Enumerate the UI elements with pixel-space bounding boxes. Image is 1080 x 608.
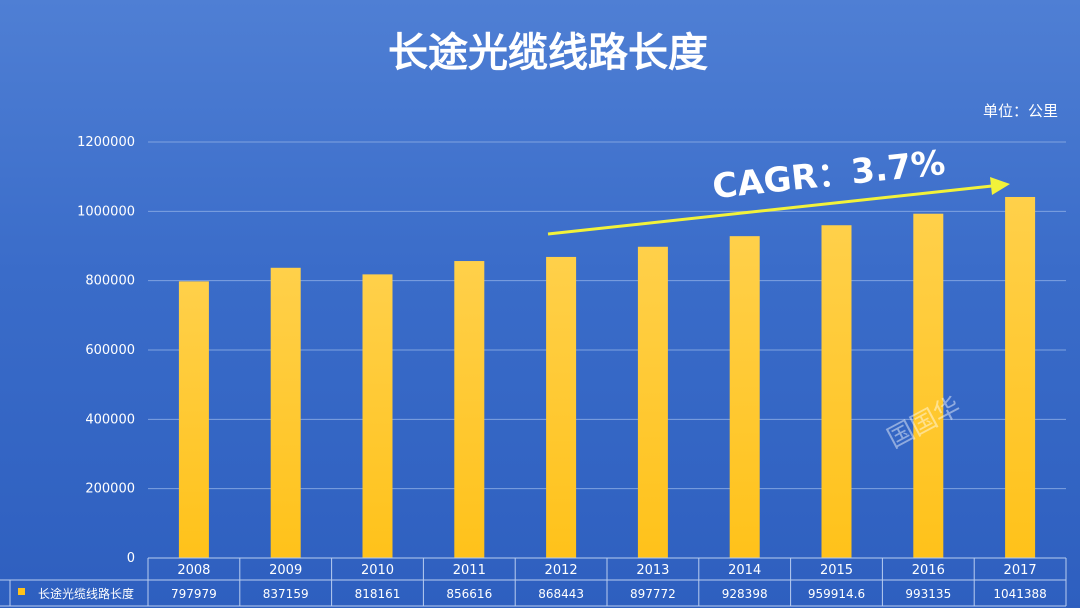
y-axis-ticks: 0 200000 400000 600000 800000 1000000 1200000: [77, 135, 135, 566]
category-label: 2017: [1004, 563, 1037, 578]
cagr-arrow-head: [990, 177, 1010, 195]
bar-2010: [362, 274, 393, 558]
table-value: 837159: [263, 587, 309, 601]
table-value: 797979: [171, 587, 217, 601]
category-label: 2013: [636, 563, 669, 578]
bar-2017: [1005, 196, 1036, 559]
table-value: 959914.6: [808, 587, 865, 601]
y-tick-label: 400000: [85, 412, 135, 427]
bar-2008: [178, 281, 209, 558]
table-value: 928398: [722, 587, 768, 601]
y-tick-label: 1200000: [77, 135, 135, 150]
cagr-arrow: [547, 177, 1010, 236]
category-label: 2008: [177, 563, 210, 578]
gridlines: [148, 141, 1066, 559]
bar-2009: [270, 267, 301, 558]
bar-2015: [821, 225, 852, 558]
y-tick-label: 600000: [85, 343, 135, 358]
table-value: 993135: [905, 587, 951, 601]
table-value: 1041388: [993, 587, 1046, 601]
category-label: 2014: [728, 563, 761, 578]
table-value: 818161: [355, 587, 401, 601]
legend-label: 长途光缆线路长度: [38, 586, 134, 601]
cagr-annotation: CAGR：3.7%: [711, 143, 948, 207]
y-tick-label: 200000: [85, 482, 135, 497]
table-value: 868443: [538, 587, 584, 601]
category-label: 2015: [820, 563, 853, 578]
y-tick-label: 0: [127, 551, 135, 566]
category-label: 2016: [912, 563, 945, 578]
category-label: 2012: [545, 563, 578, 578]
chart-title: 长途光缆线路长度: [388, 30, 708, 76]
bar-2016: [913, 213, 944, 558]
data-table: 长途光缆线路长度 2008 797979 2009 837159 2010 818161 20…: [0, 557, 1067, 607]
bar-2013: [637, 246, 668, 558]
legend-swatch: [18, 588, 25, 595]
y-tick-label: 1000000: [77, 204, 135, 219]
bar-2014: [729, 236, 760, 558]
bar-2011: [454, 261, 485, 558]
unit-label: 单位：公里: [983, 102, 1058, 120]
bar-2012: [546, 256, 577, 558]
category-label: 2011: [453, 563, 486, 578]
cagr-arrow-line: [547, 184, 993, 236]
y-tick-label: 800000: [85, 274, 135, 289]
category-label: 2009: [269, 563, 302, 578]
table-value: 897772: [630, 587, 676, 601]
table-value: 856616: [446, 587, 492, 601]
bars: [178, 196, 1036, 559]
category-label: 2010: [361, 563, 394, 578]
